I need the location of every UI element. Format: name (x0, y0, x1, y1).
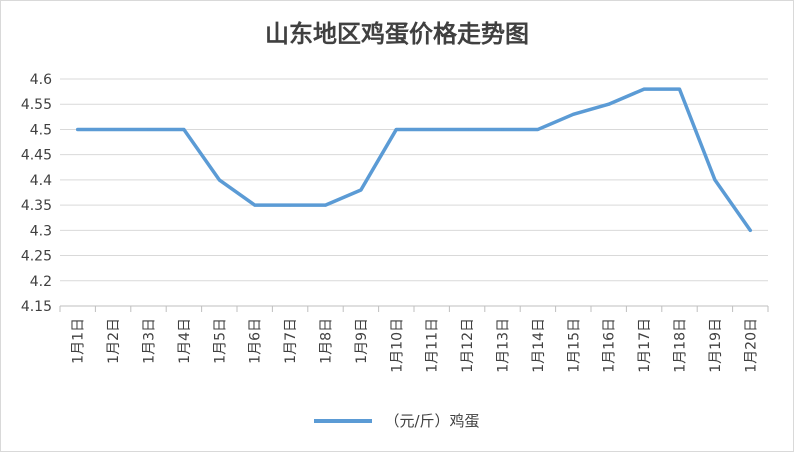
chart-title: 山东地区鸡蛋价格走势图 (265, 19, 529, 48)
x-tick-label: 1月16日 (602, 318, 618, 373)
x-tick-label: 1月10日 (389, 318, 405, 373)
y-tick-label: 4.2 (30, 274, 52, 290)
x-tick-label: 1月4日 (177, 318, 193, 364)
y-tick-label: 4.4 (30, 173, 52, 189)
x-tick-label: 1月2日 (106, 318, 122, 364)
x-tick-label: 1月6日 (248, 318, 264, 364)
y-tick-label: 4.6 (30, 72, 52, 88)
data-point (253, 203, 257, 207)
x-tick-label: 1月20日 (743, 318, 759, 373)
y-axis-ticks: 4.15 4.2 4.25 4.3 4.35 4.4 4.45 4.5 4.55 4.6 (21, 72, 52, 315)
x-tick-label: 1月17日 (637, 318, 653, 373)
x-tick-label: 1月3日 (142, 318, 158, 364)
data-point (394, 127, 398, 131)
data-point (465, 127, 469, 131)
x-tick-label: 1月5日 (212, 318, 228, 364)
x-axis-ticks: 1月1日 1月2日 1月3日 1月4日 1月5日 1月6日 1月7日 1月8日 1月9日 1月10… (71, 318, 760, 373)
data-point (713, 178, 717, 182)
y-tick-label: 4.55 (21, 97, 52, 113)
x-tick-label: 1月11日 (425, 318, 441, 373)
data-point (571, 112, 575, 116)
data-point (111, 127, 115, 131)
data-point (147, 127, 150, 131)
data-points (76, 87, 752, 232)
x-tick-label: 1月13日 (496, 318, 512, 373)
x-tick-label: 1月1日 (71, 318, 87, 364)
data-point (217, 178, 221, 182)
x-tick-label: 1月18日 (673, 318, 689, 373)
data-point (501, 127, 504, 131)
data-point (430, 127, 434, 131)
y-tick-label: 4.45 (21, 148, 52, 164)
x-tick-label: 1月7日 (283, 318, 299, 364)
series-line-eggs (75, 87, 753, 233)
data-point (288, 203, 292, 207)
x-tick-label: 1月8日 (319, 318, 335, 364)
legend-line-marker (314, 418, 373, 423)
data-point (536, 127, 540, 131)
y-tick-label: 4.25 (21, 249, 52, 265)
y-tick-label: 4.5 (30, 122, 52, 138)
grid-lines (59, 78, 769, 312)
data-point (76, 127, 80, 131)
x-tick-label: 1月12日 (460, 318, 476, 373)
data-point (359, 188, 363, 192)
data-point (678, 87, 681, 91)
y-tick-label: 4.35 (21, 198, 52, 214)
legend-label: （元/斤）鸡蛋 (384, 412, 480, 430)
x-tick-label: 1月9日 (354, 318, 370, 364)
x-tick-label: 1月19日 (708, 318, 724, 373)
data-point (324, 203, 327, 207)
data-point (182, 127, 186, 131)
data-point (607, 102, 611, 106)
x-tick-label: 1月14日 (531, 318, 547, 373)
legend: （元/斤）鸡蛋 (0, 410, 794, 431)
y-tick-label: 4.3 (30, 223, 52, 239)
data-point (748, 228, 752, 232)
y-tick-label: 4.15 (21, 299, 52, 315)
x-tick-label: 1月15日 (566, 318, 582, 373)
data-point (642, 87, 646, 91)
